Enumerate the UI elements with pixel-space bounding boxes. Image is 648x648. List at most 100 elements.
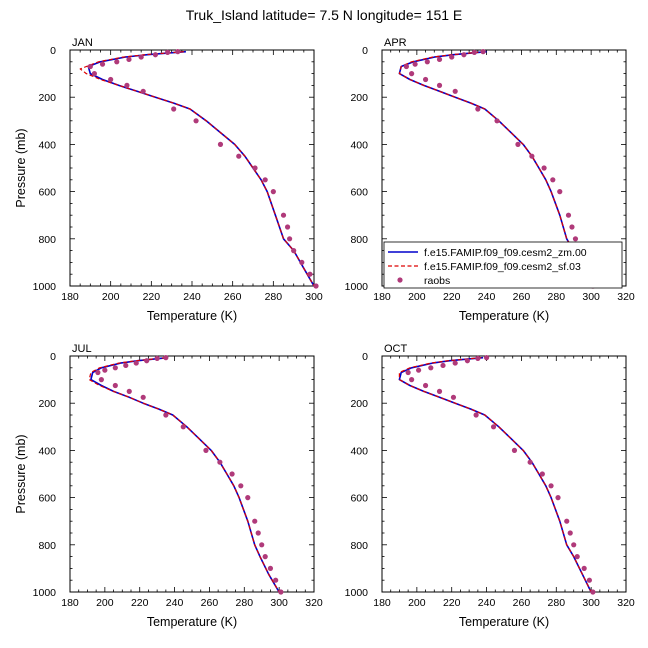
raobs-point xyxy=(564,518,570,524)
x-tick-label: 320 xyxy=(617,291,635,303)
raobs-point xyxy=(449,54,455,60)
raobs-point xyxy=(102,367,108,373)
x-tick-label: 300 xyxy=(582,597,600,609)
raobs-point xyxy=(236,153,242,159)
x-tick-label: 240 xyxy=(166,597,184,609)
legend-label: f.e15.FAMIP.f09_f09.cesm2_zm.00 xyxy=(424,247,587,259)
raobs-point xyxy=(193,118,199,124)
x-tick-label: 260 xyxy=(513,597,531,609)
raobs-point xyxy=(475,106,481,112)
y-tick-label: 600 xyxy=(38,493,56,505)
raobs-point xyxy=(452,360,458,366)
raobs-point xyxy=(175,49,181,55)
x-tick-label: 260 xyxy=(513,291,531,303)
raobs-point xyxy=(163,412,169,418)
y-tick-label: 1000 xyxy=(33,587,57,599)
panel-jan: 180 200 220 240 260 280 300 0 200 400 600 800 1000 JA… xyxy=(14,37,323,323)
legend: f.e15.FAMIP.f09_f09.cesm2_zm.00 f.e15.FAM… xyxy=(383,241,623,289)
raobs-point xyxy=(569,224,575,230)
raobs-point xyxy=(278,589,284,595)
raobs-point xyxy=(114,59,120,65)
raobs-point xyxy=(217,141,224,147)
raobs-point xyxy=(555,495,561,501)
x-tick-label: 240 xyxy=(478,597,496,609)
y-tick-label: 400 xyxy=(350,445,368,457)
x-tick-label: 200 xyxy=(96,597,114,609)
plot-frame xyxy=(69,355,315,593)
raobs-point xyxy=(154,355,160,361)
raobs-point xyxy=(422,382,429,389)
raobs-point xyxy=(572,236,579,242)
legend-label: raobs xyxy=(424,275,450,287)
x-axis-title: Temperature (K) xyxy=(147,615,237,629)
raobs-point xyxy=(450,394,457,400)
raobs-point xyxy=(452,88,458,94)
y-tick-label: 800 xyxy=(350,234,368,246)
raobs-point xyxy=(126,388,132,394)
raobs-point xyxy=(163,355,169,361)
raobs-point xyxy=(490,424,497,430)
x-tick-label: 300 xyxy=(305,291,323,303)
x-tick-label: 240 xyxy=(183,291,201,303)
y-tick-label: 1000 xyxy=(33,281,57,293)
x-tick-label: 220 xyxy=(131,597,149,609)
raobs-point xyxy=(99,61,106,67)
x-tick-label: 280 xyxy=(265,291,283,303)
raobs-point xyxy=(203,447,209,453)
raobs-point xyxy=(95,369,101,376)
raobs-point xyxy=(252,165,258,171)
legend-label: f.e15.FAMIP.f09_f09.cesm2_sf.03 xyxy=(424,261,581,273)
y-tick-label: 400 xyxy=(38,139,56,151)
raobs-point xyxy=(284,224,291,230)
raobs-point xyxy=(527,459,533,465)
raobs-point xyxy=(403,63,409,70)
raobs-point xyxy=(541,165,547,171)
raobs-point xyxy=(494,118,500,124)
y-tick-label: 800 xyxy=(38,540,56,552)
x-tick-label: 320 xyxy=(305,597,323,609)
raobs-point xyxy=(262,554,268,560)
series-group xyxy=(398,356,592,592)
raobs-point xyxy=(539,471,545,477)
raobs-point xyxy=(424,59,430,65)
raobs-point xyxy=(483,355,490,361)
raobs-point xyxy=(581,565,587,572)
raobs-point xyxy=(245,495,251,501)
x-tick-label: 180 xyxy=(61,597,79,609)
raobs-point xyxy=(461,52,467,58)
raobs-point xyxy=(123,362,129,369)
x-tick-label: 220 xyxy=(143,291,161,303)
raobs-point xyxy=(259,542,265,548)
series-line-model-sf xyxy=(398,357,592,592)
raobs-point xyxy=(87,63,93,70)
panel-jul: 180 200 220 240 260 280 300 320 0 200 400 600 800 100… xyxy=(14,343,323,629)
figure-title: Truk_Island latitude= 7.5 N longitude= 1… xyxy=(186,7,463,23)
raobs-point xyxy=(124,82,130,88)
raobs-point xyxy=(171,106,177,112)
raobs-point xyxy=(98,377,104,383)
raobs-point xyxy=(144,358,150,364)
series-group xyxy=(79,50,314,286)
series-line-model-zm xyxy=(398,356,592,592)
x-tick-label: 180 xyxy=(373,597,391,609)
raobs-point xyxy=(422,76,429,83)
x-tick-label: 180 xyxy=(61,291,79,303)
legend-marker-raobs xyxy=(397,277,403,283)
y-tick-label: 800 xyxy=(38,234,56,246)
plot-frame xyxy=(381,355,627,593)
series-line-model-sf xyxy=(398,51,594,286)
panels: 180 200 220 240 260 280 300 0 200 400 600 800 1000 JA… xyxy=(14,37,635,629)
y-tick-label: 200 xyxy=(38,92,56,104)
raobs-point xyxy=(586,577,593,583)
panel-apr: 180 200 220 240 260 280 300 320 0 200 400 600 800 100… xyxy=(345,37,635,323)
x-tick-label: 280 xyxy=(548,597,566,609)
x-tick-label: 220 xyxy=(443,291,461,303)
raobs-point xyxy=(252,518,258,524)
raobs-point xyxy=(112,365,118,371)
y-tick-label: 0 xyxy=(362,351,368,363)
raobs-point xyxy=(550,177,556,183)
x-axis-title: Temperature (K) xyxy=(147,309,237,323)
raobs-point xyxy=(91,71,97,77)
y-tick-label: 1000 xyxy=(345,281,369,293)
raobs-point xyxy=(229,471,235,477)
